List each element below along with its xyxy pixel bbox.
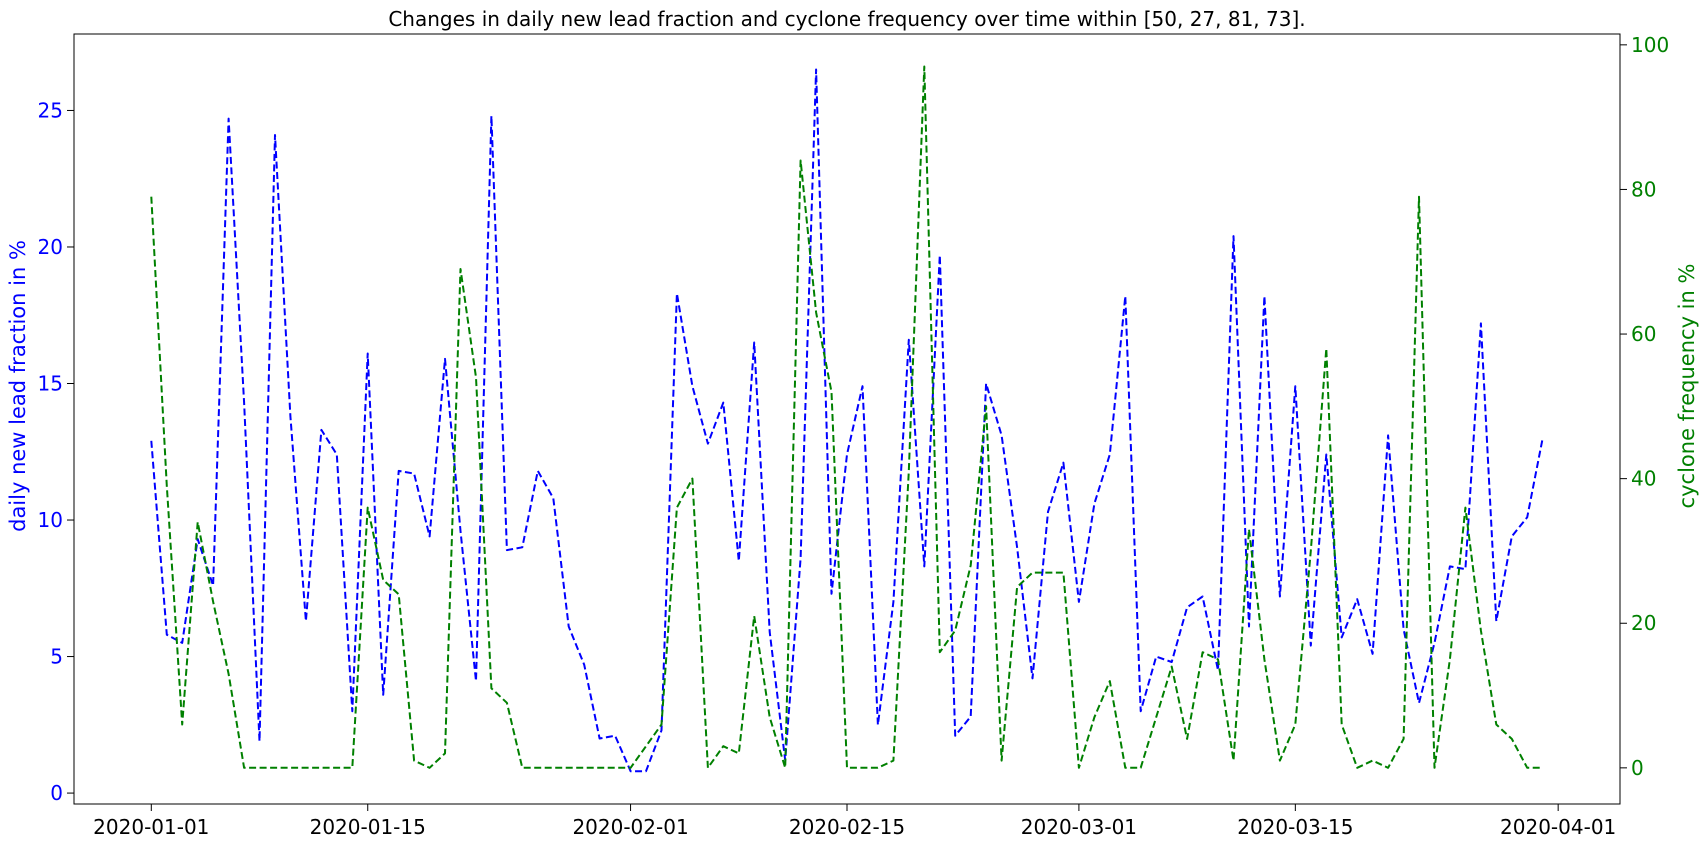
right-axis-tick-label: 40	[1631, 467, 1656, 491]
plot-frame	[73, 33, 1621, 805]
right-axis: 0 20 40 60 80 100	[1620, 33, 1669, 780]
x-axis: 2020-01-01 2020-01-15 2020-02-01 2020-02-15…	[93, 804, 1616, 839]
right-axis-tick-label: 20	[1631, 611, 1656, 635]
x-axis-tick-label: 2020-03-01	[1021, 815, 1137, 839]
x-axis-tick-label: 2020-02-15	[789, 815, 905, 839]
left-axis-tick-label: 20	[38, 235, 63, 259]
x-axis-tick-label: 2020-03-15	[1237, 815, 1353, 839]
right-axis-tick-label: 60	[1631, 322, 1656, 346]
left-axis-tick-label: 0	[50, 781, 63, 805]
x-axis-tick-label: 2020-01-15	[310, 815, 426, 839]
right-axis-tick-label: 100	[1631, 33, 1669, 57]
lead-fraction-line	[150, 68, 1544, 773]
x-axis-tick-label: 2020-01-01	[93, 815, 209, 839]
right-axis-tick-label: 0	[1631, 756, 1644, 780]
right-axis-tick-label: 80	[1631, 177, 1656, 201]
plot-area	[73, 33, 1621, 805]
left-axis: 0 5 10 15 20 25	[38, 98, 74, 805]
chart-title: Changes in daily new lead fraction and c…	[388, 7, 1305, 31]
left-axis-tick-label: 10	[38, 508, 63, 532]
left-axis-label: daily new lead fraction in %	[6, 240, 30, 532]
right-axis-label: cyclone frequency in %	[1675, 264, 1699, 509]
left-axis-tick-label: 5	[50, 645, 63, 669]
cyclone-frequency-line	[150, 65, 1543, 769]
x-axis-tick-label: 2020-02-01	[572, 815, 688, 839]
left-axis-tick-label: 25	[38, 98, 63, 122]
x-axis-tick-label: 2020-04-01	[1500, 815, 1616, 839]
left-axis-tick-label: 15	[38, 372, 63, 396]
